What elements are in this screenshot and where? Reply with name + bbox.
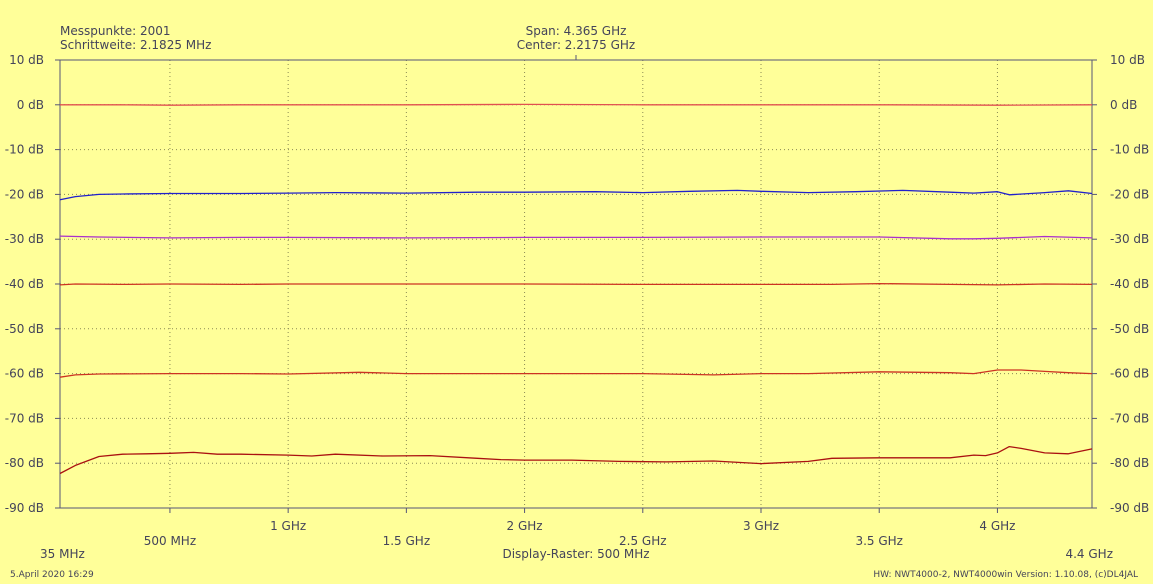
center-label: Center: 2.2175 GHz	[517, 38, 635, 52]
y-tick-label-left: -30 dB	[5, 232, 44, 246]
x-tick-label: 1.5 GHz	[383, 534, 431, 548]
y-tick-label-left: -90 dB	[5, 501, 44, 515]
span-label: Span: 4.365 GHz	[526, 24, 627, 38]
y-tick-label-right: -60 dB	[1110, 367, 1149, 381]
points-label: Messpunkte: 2001	[60, 24, 171, 38]
x-tick-label: 3.5 GHz	[855, 534, 903, 548]
y-tick-label-right: 10 dB	[1110, 53, 1145, 67]
y-tick-label-right: -40 dB	[1110, 277, 1149, 291]
y-tick-label-right: -20 dB	[1110, 187, 1149, 201]
y-tick-label-right: -30 dB	[1110, 232, 1149, 246]
y-tick-label-right: -10 dB	[1110, 143, 1149, 157]
trace-line-1	[60, 103, 1093, 106]
y-tick-label-right: -70 dB	[1110, 411, 1149, 425]
trace-line-6	[59, 445, 1093, 475]
y-tick-label-left: -60 dB	[5, 367, 44, 381]
y-tick-label-left: -80 dB	[5, 456, 44, 470]
y-tick-label-left: -40 dB	[5, 277, 44, 291]
y-tick-label-right: 0 dB	[1110, 98, 1137, 112]
y-tick-label-right: -80 dB	[1110, 456, 1149, 470]
x-tick-label: 1 GHz	[270, 519, 306, 533]
x-tick-label: 2.5 GHz	[619, 534, 667, 548]
trace-layer	[59, 103, 1093, 475]
hardware-version-label: HW: NWT4000-2, NWT4000win Version: 1.10.…	[873, 570, 1138, 580]
y-tick-label-left: 10 dB	[9, 53, 44, 67]
y-tick-label-left: -50 dB	[5, 322, 44, 336]
step-label: Schrittweite: 2.1825 MHz	[60, 38, 211, 52]
trace-line-2	[59, 189, 1093, 201]
y-tick-label-left: -70 dB	[5, 411, 44, 425]
trace-line-4	[59, 282, 1093, 286]
trace-line-3	[59, 235, 1093, 240]
x-tick-label: 3 GHz	[743, 519, 779, 533]
x-tick-label: 500 MHz	[144, 534, 196, 548]
start-frequency-label: 35 MHz	[40, 547, 85, 561]
trace-line-5	[59, 369, 1093, 378]
axis-ticks: 10 dB 10 dB 0 dB 0 dB -10 dB -10 dB -20 dB -20 …	[5, 53, 1150, 548]
y-tick-label-left: -20 dB	[5, 187, 44, 201]
y-tick-label-left: -10 dB	[5, 143, 44, 157]
y-tick-label-right: -90 dB	[1110, 501, 1149, 515]
display-raster-label: Display-Raster: 500 MHz	[502, 547, 649, 561]
x-tick-label: 2 GHz	[507, 519, 543, 533]
stop-frequency-label: 4.4 GHz	[1065, 547, 1113, 561]
date-label: 5.April 2020 16:29	[10, 570, 94, 580]
x-tick-label: 4 GHz	[979, 519, 1015, 533]
y-tick-label-left: 0 dB	[17, 98, 44, 112]
y-tick-label-right: -50 dB	[1110, 322, 1149, 336]
